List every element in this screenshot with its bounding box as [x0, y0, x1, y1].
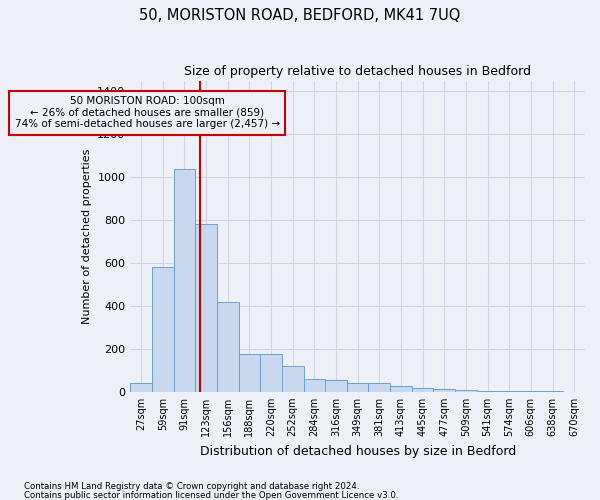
Bar [195, 224, 217, 392]
Bar [368, 383, 390, 392]
Bar [130, 383, 152, 392]
Bar [325, 380, 347, 392]
Title: Size of property relative to detached houses in Bedford: Size of property relative to detached ho… [184, 65, 531, 78]
Bar [477, 390, 499, 392]
Text: Contains HM Land Registry data © Crown copyright and database right 2024.: Contains HM Land Registry data © Crown c… [24, 482, 359, 491]
Text: 50, MORISTON ROAD, BEDFORD, MK41 7UQ: 50, MORISTON ROAD, BEDFORD, MK41 7UQ [139, 8, 461, 22]
X-axis label: Distribution of detached houses by size in Bedford: Distribution of detached houses by size … [200, 444, 516, 458]
Bar [173, 168, 195, 392]
Bar [260, 354, 282, 392]
Bar [304, 379, 325, 392]
Bar [412, 388, 433, 392]
Text: Contains public sector information licensed under the Open Government Licence v3: Contains public sector information licen… [24, 490, 398, 500]
Bar [542, 390, 563, 392]
Y-axis label: Number of detached properties: Number of detached properties [82, 148, 92, 324]
Bar [152, 268, 173, 392]
Bar [499, 390, 520, 392]
Bar [520, 390, 542, 392]
Text: 50 MORISTON ROAD: 100sqm
← 26% of detached houses are smaller (859)
74% of semi-: 50 MORISTON ROAD: 100sqm ← 26% of detach… [14, 96, 280, 130]
Bar [433, 388, 455, 392]
Bar [239, 354, 260, 392]
Bar [390, 386, 412, 392]
Bar [347, 383, 368, 392]
Bar [455, 390, 477, 392]
Bar [217, 302, 239, 392]
Bar [282, 366, 304, 392]
